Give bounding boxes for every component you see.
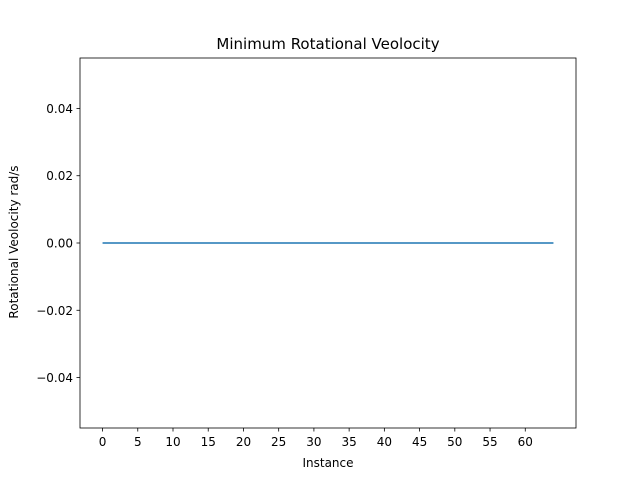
x-tick-label: 35 xyxy=(341,435,356,449)
y-axis-ticks: −0.04 −0.02 0.00 0.02 0.04 xyxy=(36,102,80,385)
x-tick-label: 55 xyxy=(482,435,497,449)
y-axis-label: Rotational Veolocity rad/s xyxy=(7,165,21,318)
y-tick-label: 0.02 xyxy=(46,169,73,183)
x-tick-label: 15 xyxy=(201,435,216,449)
x-axis-ticks: 0 5 10 15 20 25 30 35 40 45 50 55 60 xyxy=(99,428,533,449)
x-tick-label: 10 xyxy=(165,435,180,449)
x-tick-label: 40 xyxy=(377,435,392,449)
x-tick-label: 20 xyxy=(236,435,251,449)
x-tick-label: 0 xyxy=(99,435,107,449)
x-tick-label: 25 xyxy=(271,435,286,449)
y-tick-label: 0.04 xyxy=(46,102,73,116)
y-tick-label: −0.02 xyxy=(36,304,73,318)
y-tick-label: 0.00 xyxy=(46,237,73,251)
x-tick-label: 5 xyxy=(134,435,142,449)
x-tick-label: 30 xyxy=(306,435,321,449)
x-axis-label: Instance xyxy=(302,456,353,470)
x-tick-label: 45 xyxy=(412,435,427,449)
y-tick-label: −0.04 xyxy=(36,371,73,385)
x-tick-label: 60 xyxy=(518,435,533,449)
plot-area-frame xyxy=(79,57,577,429)
chart-title: Minimum Rotational Veolocity xyxy=(216,35,439,53)
x-tick-label: 50 xyxy=(447,435,462,449)
